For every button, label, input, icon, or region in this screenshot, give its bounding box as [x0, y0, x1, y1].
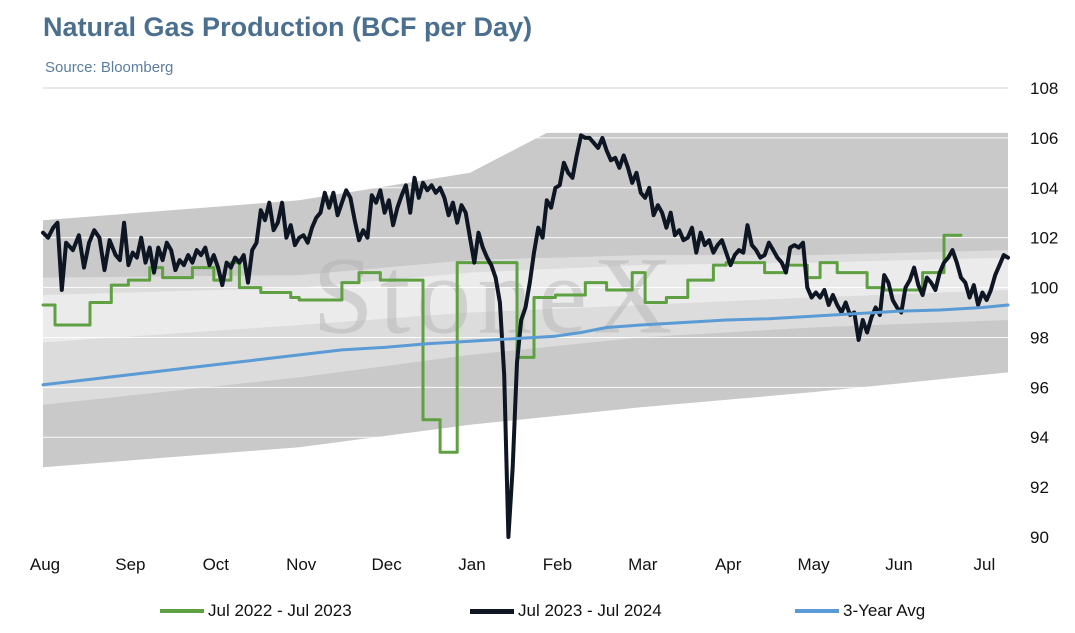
y-tick-label: 102: [1030, 229, 1058, 248]
legend-item-avg: 3-Year Avg: [795, 601, 925, 621]
legend-label-jul22: Jul 2022 - Jul 2023: [208, 601, 352, 620]
y-tick-label: 94: [1030, 428, 1049, 447]
legend-swatch-jul22: [160, 609, 204, 613]
x-tick-label: Mar: [628, 555, 658, 574]
legend-swatch-avg: [795, 609, 839, 613]
y-tick-label: 90: [1030, 528, 1049, 547]
legend-swatch-jul23: [470, 608, 514, 614]
chart-title: Natural Gas Production (BCF per Day): [43, 12, 533, 42]
chart-legend: Jul 2022 - Jul 2023 Jul 2023 - Jul 2024 …: [0, 601, 1075, 627]
x-tick-label: Dec: [371, 555, 402, 574]
legend-label-avg: 3-Year Avg: [843, 601, 926, 620]
legend-label-jul23: Jul 2023 - Jul 2024: [518, 601, 662, 620]
y-tick-label: 104: [1030, 179, 1058, 198]
chart-subtitle: Source: Bloomberg: [45, 59, 174, 76]
x-tick-label: Feb: [543, 555, 572, 574]
series-line-2: [41, 303, 1010, 387]
y-tick-label: 96: [1030, 378, 1049, 397]
y-tick-label: 92: [1030, 478, 1049, 497]
legend-item-jul22: Jul 2022 - Jul 2023: [160, 601, 352, 621]
x-tick-label: Oct: [203, 555, 230, 574]
y-tick-label: 108: [1030, 79, 1058, 98]
chart-plot: StoneX 90 92 94 96 98 100 102 104 106 108 Aug Sep Oct…: [30, 79, 1059, 574]
x-tick-label: Aug: [30, 555, 60, 574]
y-tick-label: 100: [1030, 279, 1058, 298]
x-tick-label: Apr: [715, 555, 742, 574]
x-tick-label: Jun: [885, 555, 912, 574]
y-tick-label: 106: [1030, 129, 1058, 148]
watermark-text: StoneX: [313, 234, 679, 356]
x-tick-label: Jul: [974, 555, 996, 574]
x-tick-label: May: [798, 555, 831, 574]
y-tick-label: 98: [1030, 328, 1049, 347]
legend-item-jul23: Jul 2023 - Jul 2024: [470, 601, 662, 621]
x-tick-label: Jan: [458, 555, 485, 574]
x-tick-label: Sep: [115, 555, 145, 574]
x-tick-label: Nov: [286, 555, 317, 574]
